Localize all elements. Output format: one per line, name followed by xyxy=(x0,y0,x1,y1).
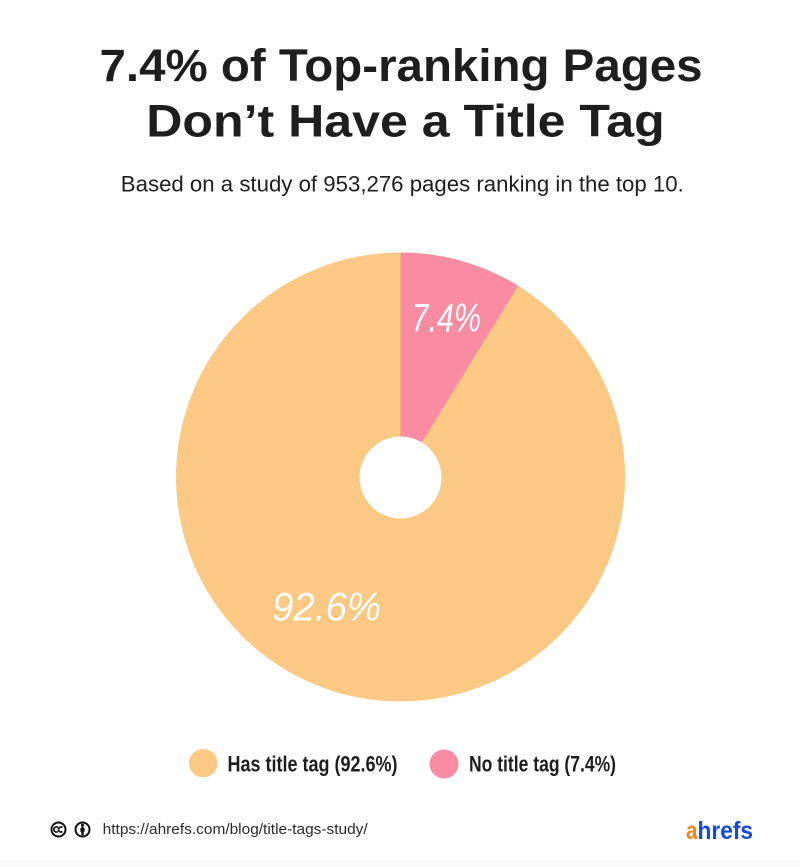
svg-text:No title tag (7.4%): No title tag (7.4%) xyxy=(469,752,616,777)
svg-text:https://ahrefs.com/blog/title-: https://ahrefs.com/blog/title-tags-study… xyxy=(103,822,368,838)
svg-text:7.4% of Top-ranking Pages: 7.4% of Top-ranking Pages xyxy=(100,40,703,91)
svg-text:hrefs: hrefs xyxy=(698,817,754,845)
svg-text:a: a xyxy=(686,817,698,845)
svg-text:Based on a study of 953,276 pa: Based on a study of 953,276 pages rankin… xyxy=(121,171,684,196)
svg-text:92.6%: 92.6% xyxy=(272,586,381,630)
svg-text:Don’t Have a Title Tag: Don’t Have a Title Tag xyxy=(146,96,665,147)
svg-text:Has title tag (92.6%): Has title tag (92.6%) xyxy=(228,752,398,777)
svg-text:7.4%: 7.4% xyxy=(412,296,482,340)
